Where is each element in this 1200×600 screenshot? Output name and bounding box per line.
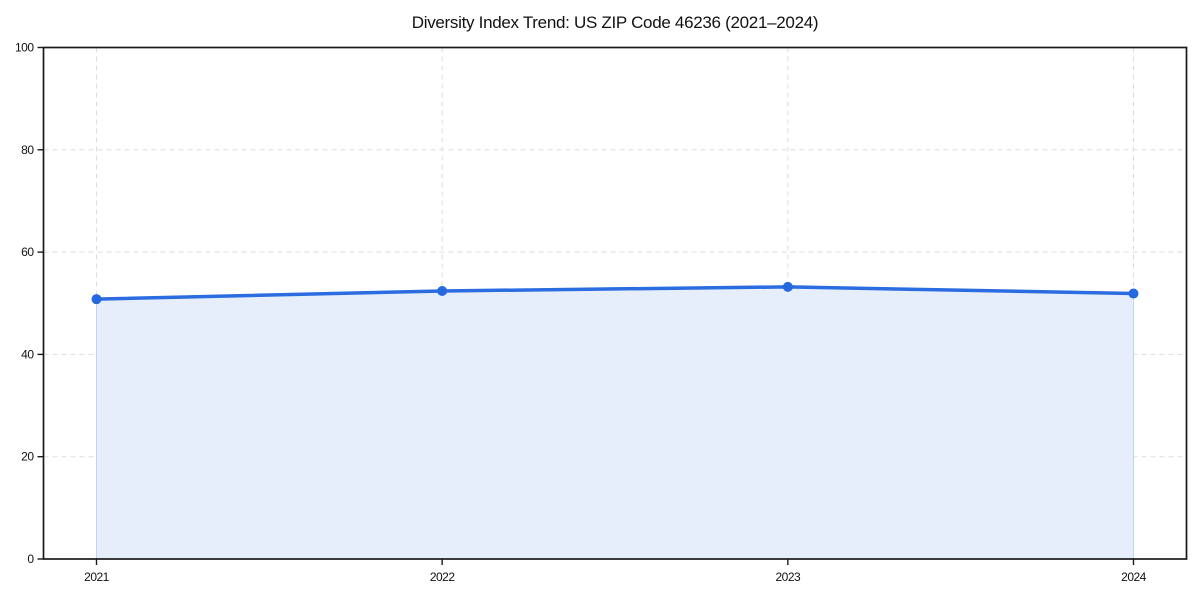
- data-point-2024: [1128, 288, 1139, 299]
- area-layer: [96, 286, 1134, 560]
- chart-title: Diversity Index Trend: US ZIP Code 46236…: [411, 13, 819, 32]
- plot-border: [42, 46, 1188, 560]
- y-tick-label: 40: [21, 347, 34, 361]
- y-tick-label: 20: [21, 450, 34, 464]
- y-tick-label: 0: [27, 552, 34, 566]
- y-tick-label: 60: [21, 245, 34, 259]
- x-tick-label: 2022: [430, 570, 456, 584]
- line-layer: [94, 285, 1136, 301]
- trend-line: [94, 285, 1136, 301]
- marker-layer: [91, 281, 1139, 305]
- data-point-2022: [437, 285, 448, 296]
- area-fill: [96, 286, 1134, 560]
- x-tick-label: 2024: [1121, 570, 1147, 584]
- x-tick-label: 2023: [775, 570, 801, 584]
- frame-layer: [42, 46, 1188, 560]
- data-point-2023: [782, 281, 793, 292]
- x-tick-label: 2021: [84, 570, 110, 584]
- data-point-2021: [91, 294, 102, 305]
- tick-layer: 0 20 40 60 80 100 2021 2022 2023 2024: [15, 41, 1147, 585]
- y-tick-label: 100: [15, 41, 34, 55]
- y-tick-label: 80: [21, 143, 34, 157]
